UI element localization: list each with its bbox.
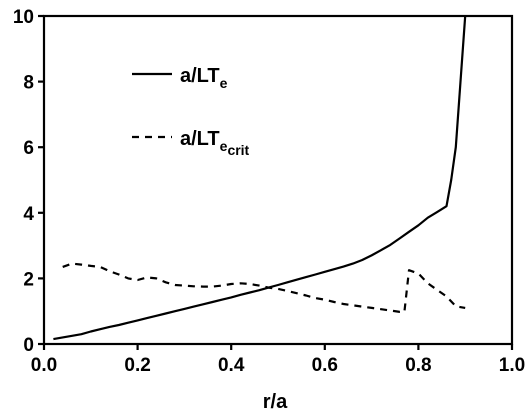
x-tick-label: 0.4 [218,355,245,376]
series-line-solid [53,15,467,341]
y-tick-label: 2 [23,269,34,290]
legend: a/LTe a/LTecrit [132,65,250,158]
x-tick-label: 0.2 [124,355,150,376]
axes [42,14,514,346]
series-line-dashed [62,262,466,313]
legend-label-series-1: a/LTe [180,65,228,91]
series-lines [53,15,467,341]
x-tick-label: 0.0 [31,355,57,376]
y-tick-label: 6 [23,138,34,159]
tick-marks [38,14,514,350]
x-tick-label: 0.6 [312,355,338,376]
x-tick-label: 0.8 [405,355,431,376]
x-axis-label: r/a [263,391,288,413]
y-tick-label: 0 [23,335,34,356]
plot-frame [42,14,514,346]
y-tick-label: 4 [23,204,34,225]
tick-labels: 0.0 0.2 0.4 0.6 0.8 1.0 0 2 4 6 8 10 [13,7,525,376]
x-tick-label: 1.0 [499,355,525,376]
y-tick-label: 10 [13,7,34,28]
legend-label-series-2: a/LTecrit [180,128,250,158]
y-tick-label: 8 [23,73,34,94]
